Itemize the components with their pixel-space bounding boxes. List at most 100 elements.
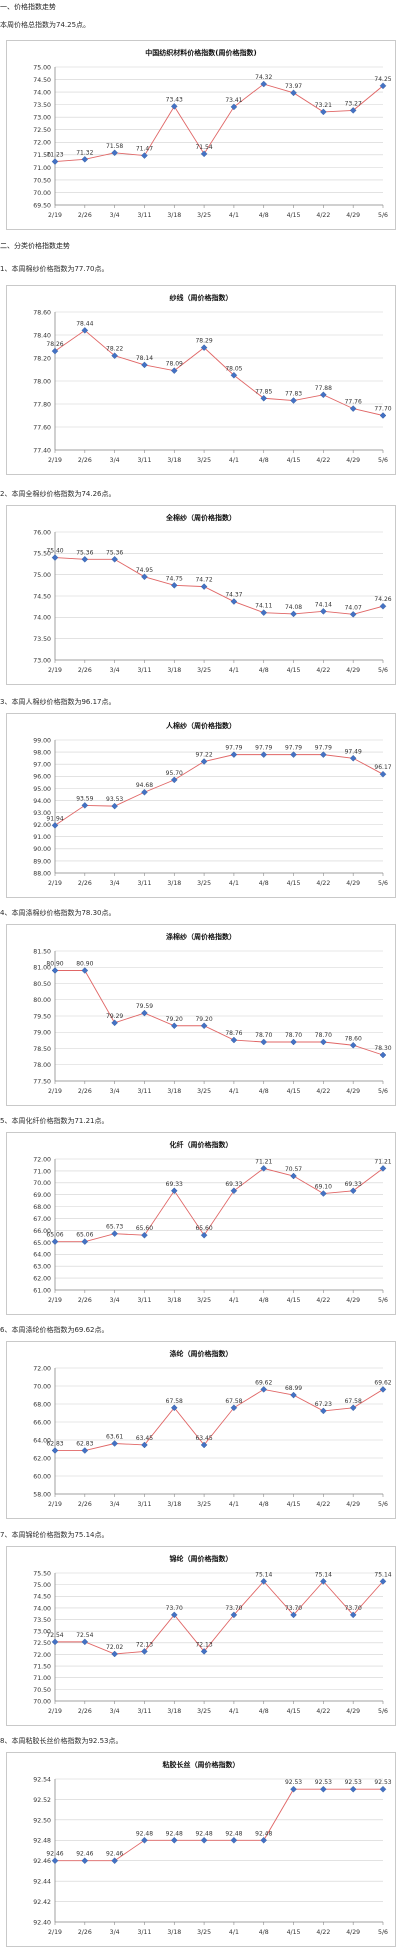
data-point — [170, 1837, 178, 1844]
y-tick-label: 78.00 — [33, 378, 51, 385]
data-point — [200, 758, 208, 765]
x-tick-label: 3/18 — [167, 212, 181, 219]
x-tick-label: 3/11 — [138, 212, 152, 219]
y-tick-label: 74.50 — [33, 593, 51, 600]
data-point — [260, 1165, 268, 1172]
y-tick-label: 61.00 — [33, 1287, 51, 1294]
data-label: 72.13 — [195, 1641, 212, 1648]
data-point — [51, 1638, 59, 1646]
x-tick-label: 4/29 — [346, 1501, 360, 1508]
y-tick-label: 72.00 — [33, 140, 51, 147]
x-tick-label: 4/29 — [346, 880, 360, 887]
x-tick-label: 3/11 — [138, 1297, 152, 1304]
data-point — [260, 1837, 268, 1844]
data-label: 67.58 — [166, 1398, 183, 1405]
data-label: 78.22 — [106, 346, 123, 353]
data-label: 63.45 — [136, 1435, 153, 1442]
chart-svg: 全棉纱（周价格指数） 76.00 75.50 75.00 74.50 74.00 73.50… — [33, 513, 391, 674]
x-tick-label: 2/26 — [78, 1297, 92, 1304]
y-tick-label: 58.00 — [33, 1491, 51, 1498]
data-label: 92.46 — [46, 1851, 63, 1858]
y-tick-label: 97.00 — [33, 762, 51, 769]
x-tick-label: 3/25 — [197, 457, 211, 464]
data-point — [141, 573, 148, 581]
data-point — [200, 150, 208, 158]
data-point — [200, 1648, 208, 1655]
data-point — [230, 598, 238, 605]
data-label: 73.41 — [225, 97, 242, 104]
data-point — [51, 554, 59, 561]
data-label: 72.13 — [136, 1641, 153, 1648]
x-tick-label: 3/18 — [167, 880, 181, 887]
data-point — [141, 1648, 148, 1655]
data-point — [170, 1187, 178, 1195]
series-line — [55, 1580, 384, 1655]
data-label: 78.05 — [225, 365, 242, 372]
y-tick-label: 92.00 — [33, 822, 51, 829]
data-point — [200, 583, 208, 590]
x-tick-label: 4/8 — [259, 1297, 269, 1304]
y-tick-label: 75.50 — [33, 1570, 51, 1577]
data-point — [111, 1230, 118, 1237]
data-label: 79.59 — [136, 1003, 153, 1010]
y-tick-label: 78.50 — [33, 1046, 51, 1053]
data-label: 78.44 — [76, 320, 93, 327]
y-tick-label: 94.00 — [33, 798, 51, 805]
data-point — [51, 347, 59, 355]
y-tick-label: 69.50 — [33, 202, 51, 209]
x-tick-label: 4/1 — [229, 880, 239, 887]
data-point — [320, 1038, 327, 1046]
series-line — [54, 83, 384, 163]
y-tick-label: 92.40 — [33, 1919, 51, 1926]
y-tick-label: 95.00 — [33, 786, 51, 793]
data-point — [320, 751, 327, 758]
data-label: 77.70 — [374, 406, 391, 413]
data-point — [379, 1578, 387, 1585]
data-point — [349, 611, 357, 618]
data-point — [51, 1447, 59, 1454]
x-tick-label: 4/22 — [316, 1708, 330, 1715]
summary-cotton-yarn-index: 2、本周全棉纱价格指数为74.26点。 — [0, 490, 116, 498]
y-tick-label: 68.00 — [33, 1401, 51, 1408]
x-tick-label: 5/6 — [378, 1929, 388, 1936]
x-tick-label: 3/18 — [167, 1088, 181, 1095]
data-label: 80.90 — [76, 961, 93, 968]
chart-chemical-fiber: 化纤（周价格指数） 72.00 71.00 70.00 69.00 68.00 67.00 6… — [6, 1132, 396, 1315]
x-tick-label: 2/26 — [78, 667, 92, 674]
x-tick-label: 2/26 — [78, 1501, 92, 1508]
data-point — [230, 1837, 238, 1844]
x-tick-label: 4/15 — [287, 1297, 301, 1304]
series-line — [55, 1167, 384, 1243]
data-label: 92.53 — [315, 1779, 332, 1786]
chart-svg: 涤棉纱（周价格指数） 81.50 81.00 80.50 80.00 79.50 79.00… — [33, 932, 391, 1095]
data-label: 69.33 — [166, 1181, 183, 1188]
data-label: 92.53 — [285, 1779, 302, 1786]
data-point — [320, 1578, 327, 1585]
chart-title: 纱线（周价格指数） — [170, 293, 233, 302]
y-tick-label: 73.00 — [33, 115, 51, 122]
data-point — [290, 751, 297, 758]
x-tick-label: 5/6 — [378, 1297, 388, 1304]
y-tick-label: 81.00 — [33, 965, 51, 972]
data-label: 73.97 — [285, 83, 302, 90]
data-point — [170, 1404, 178, 1412]
data-point — [290, 1038, 297, 1046]
data-label: 92.53 — [374, 1779, 391, 1786]
data-label: 91.94 — [46, 815, 63, 822]
y-tick-label: 73.50 — [33, 636, 51, 643]
x-tick-label: 4/1 — [229, 1929, 239, 1936]
data-label: 78.60 — [345, 1035, 362, 1042]
x-tick-label: 4/8 — [259, 667, 269, 674]
data-point — [111, 802, 118, 810]
data-point — [260, 751, 268, 758]
data-point — [51, 1857, 59, 1864]
y-tick-label: 75.00 — [33, 572, 51, 579]
data-label: 74.75 — [166, 575, 183, 582]
chart-svg: 粘胶长丝（周价格指数）92.5492.5292.5092.4892.4692.4… — [33, 1760, 391, 1936]
data-point — [230, 1611, 238, 1619]
x-tick-label: 2/19 — [48, 1297, 62, 1304]
summary-chemical-fiber-index: 5、本周化纤价格指数为71.21点。 — [0, 1117, 109, 1125]
data-point — [111, 1857, 118, 1864]
x-tick-label: 3/11 — [138, 880, 152, 887]
x-tick-label: 4/15 — [287, 457, 301, 464]
